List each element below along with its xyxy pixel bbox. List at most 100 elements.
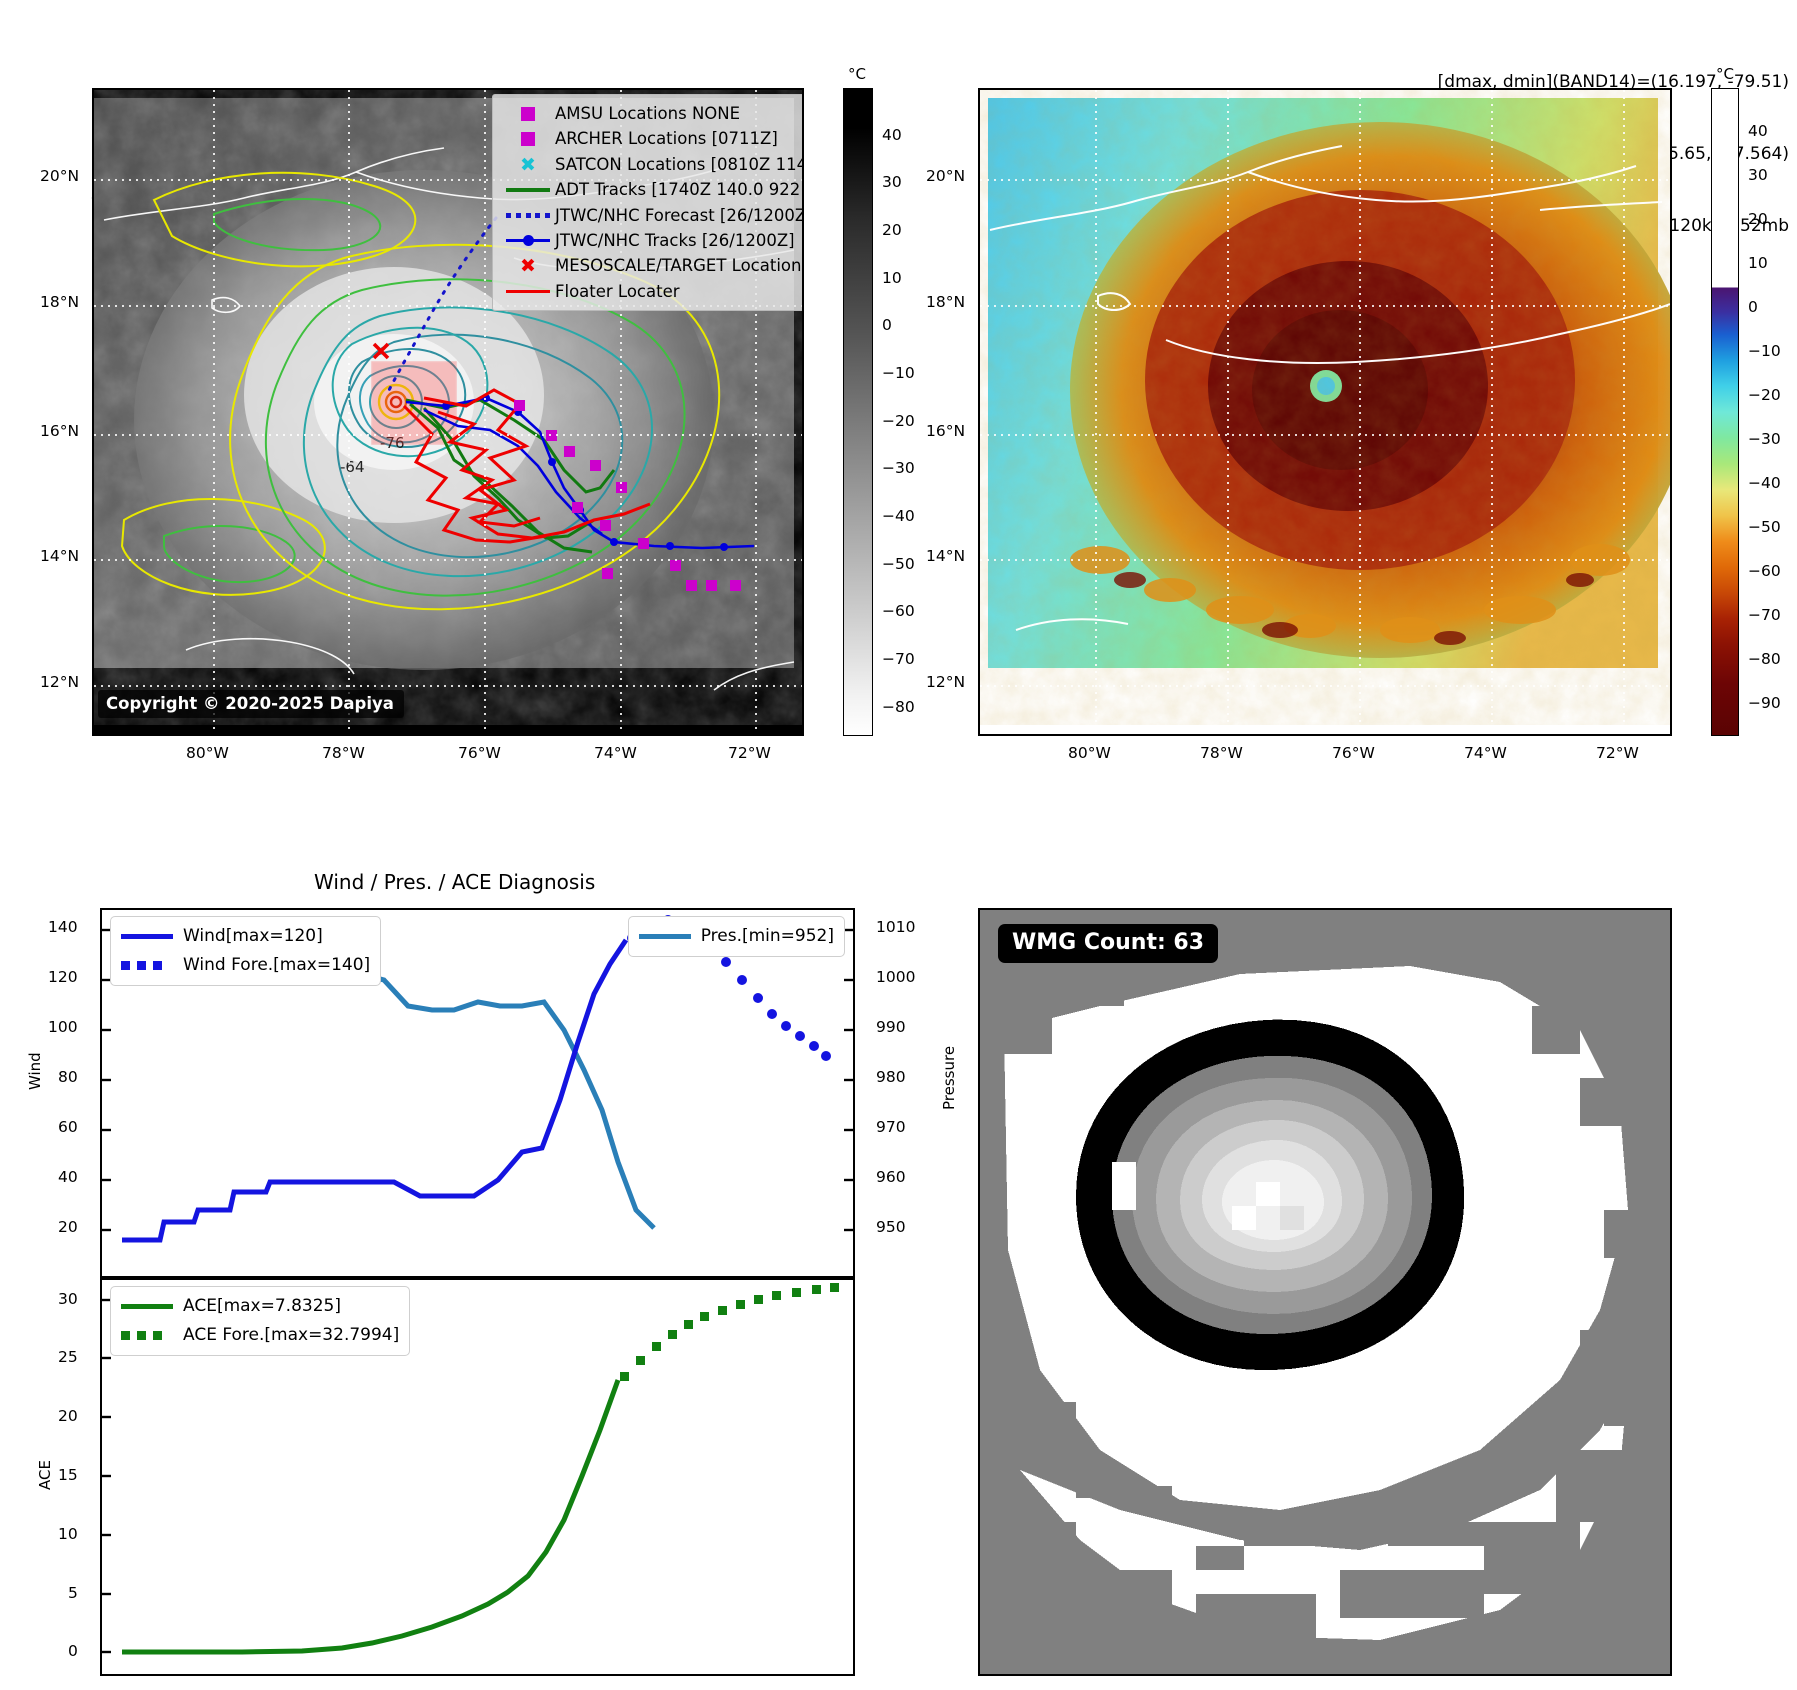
legend-item-wind-forecast[interactable]: Wind Fore.[max=140]	[121, 951, 370, 980]
magenta-square-icon	[501, 106, 555, 121]
ace-tick-label: 5	[68, 1584, 78, 1602]
legend-label: Wind Fore.[max=140]	[183, 955, 371, 975]
left-map-lon-tick: 74°W	[594, 744, 637, 762]
pressure-tick-label: 1010	[876, 918, 916, 936]
pressure-tick-label: 980	[876, 1068, 906, 1086]
cb-tick-label: 10	[882, 269, 902, 287]
legend-item-adt[interactable]: ADT Tracks [1740Z 140.0 922.9]	[501, 177, 804, 202]
wind-tick-label: 120	[48, 968, 78, 986]
right-colorbar-ticks: 40 30 20 10 0 −10 −20 −30 −40 −50 −60 −7…	[1739, 88, 1797, 736]
legend-label: ADT Tracks [1740Z 140.0 922.9]	[555, 180, 804, 200]
pressure-tick-label: 950	[876, 1218, 906, 1236]
cb-tick-label: 30	[1748, 166, 1768, 184]
map-gridlines	[980, 90, 1670, 734]
legend-label: JTWC/NHC Forecast [26/1200Z]	[555, 205, 804, 225]
axis-ticks	[102, 1298, 111, 1654]
legend-item-ace[interactable]: ACE[max=7.8325]	[121, 1292, 399, 1321]
blue-dotted-line-icon	[121, 961, 183, 970]
map-legend: AMSU Locations NONE ARCHER Locations [07…	[492, 94, 804, 312]
wind-tick-label: 140	[48, 918, 78, 936]
wmg-panel[interactable]: WMG Count: 63	[978, 908, 1672, 1676]
ace-chart[interactable]: ACE[max=7.8325] ACE Fore.[max=32.7994]	[100, 1278, 855, 1676]
right-colorbar	[1711, 88, 1739, 736]
lightblue-solid-line-icon	[638, 934, 701, 939]
ace-tick-label: 25	[58, 1348, 78, 1366]
green-dotted-line-icon	[121, 1331, 183, 1340]
cb-tick-label: −40	[882, 507, 915, 525]
left-colorbar-unit: °C	[848, 65, 866, 83]
legend-label: MESOSCALE/TARGET Location	[555, 256, 802, 276]
left-map-lat-tick: 12°N	[40, 673, 80, 691]
diagnosis-title: Wind / Pres. / ACE Diagnosis	[314, 870, 596, 894]
legend-item-tracks[interactable]: JTWC/NHC Tracks [26/1200Z]	[501, 228, 802, 253]
legend-item-wind[interactable]: Wind[max=120]	[121, 922, 370, 951]
cb-tick-label: −10	[882, 364, 915, 382]
cb-tick-label: 40	[882, 126, 902, 144]
left-map-lat-tick: 20°N	[40, 167, 80, 185]
right-map-lat-tick: 20°N	[926, 167, 966, 185]
left-map-lon-tick: 76°W	[458, 744, 501, 762]
wind-pressure-chart[interactable]: Wind[max=120] Wind Fore.[max=140] Pres.[…	[100, 908, 855, 1278]
wind-tick-label: 20	[58, 1218, 78, 1236]
map-gridlines	[94, 90, 802, 734]
ace-tick-label: 0	[68, 1642, 78, 1660]
wind-tick-label: 60	[58, 1118, 78, 1136]
blue-solid-line-icon	[121, 934, 183, 939]
ace-legend: ACE[max=7.8325] ACE Fore.[max=32.7994]	[110, 1286, 411, 1356]
wind-tick-label: 100	[48, 1018, 78, 1036]
cb-tick-label: 10	[1748, 254, 1768, 272]
ace-tick-label: 15	[58, 1466, 78, 1484]
legend-label: SATCON Locations [0810Z 114 953]	[555, 154, 804, 174]
cb-tick-label: −20	[882, 412, 915, 430]
right-map-lon-tick: 78°W	[1200, 744, 1243, 762]
left-map-lat-tick: 16°N	[40, 422, 80, 440]
left-colorbar-ticks: 40 30 20 10 0 −10 −20 −30 −40 −50 −60 −7…	[873, 88, 943, 736]
right-map-lat-tick: 14°N	[926, 547, 966, 565]
legend-item-mesoscale[interactable]: ✖ MESOSCALE/TARGET Location	[501, 253, 802, 278]
cb-tick-label: 30	[882, 173, 902, 191]
cb-tick-label: 0	[1748, 298, 1758, 316]
cb-tick-label: −10	[1748, 342, 1781, 360]
legend-item-satcon[interactable]: ✖ SATCON Locations [0810Z 114 953]	[501, 152, 804, 177]
legend-item-amsu[interactable]: AMSU Locations NONE	[501, 101, 802, 126]
right-satellite-map[interactable]	[978, 88, 1672, 736]
green-line-icon	[501, 188, 555, 192]
legend-label: JTWC/NHC Tracks [26/1200Z]	[555, 231, 795, 251]
left-map-lon-tick: 72°W	[728, 744, 771, 762]
cb-tick-label: −70	[882, 650, 915, 668]
legend-item-archer[interactable]: ARCHER Locations [0711Z]	[501, 126, 802, 151]
right-map-lat-tick: 18°N	[926, 293, 966, 311]
cb-tick-label: −40	[1748, 474, 1781, 492]
cb-tick-label: 20	[882, 221, 902, 239]
floater-locater	[402, 388, 651, 544]
legend-item-ace-forecast[interactable]: ACE Fore.[max=32.7994]	[121, 1321, 399, 1350]
svg-text:-64: -64	[340, 458, 365, 476]
right-map-lat-tick: 12°N	[926, 673, 966, 691]
cb-tick-label: −80	[882, 698, 915, 716]
left-satellite-map[interactable]: -76 -64	[92, 88, 804, 736]
cb-tick-label: 20	[1748, 210, 1768, 228]
wind-series	[122, 938, 629, 1243]
wind-axis-label: Wind	[26, 1052, 44, 1090]
pressure-tick-label: 990	[876, 1018, 906, 1036]
cb-tick-label: −50	[882, 555, 915, 573]
legend-item-pressure[interactable]: Pres.[min=952]	[638, 922, 834, 951]
right-map-lon-tick: 80°W	[1068, 744, 1111, 762]
legend-label: AMSU Locations NONE	[555, 104, 741, 123]
left-map-lon-tick: 78°W	[322, 744, 365, 762]
legend-item-floater[interactable]: Floater Locater	[501, 279, 802, 304]
ace-tick-label: 20	[58, 1407, 78, 1425]
left-map-lat-tick: 14°N	[40, 547, 80, 565]
pressure-tick-label: 970	[876, 1118, 906, 1136]
blue-line-dot-icon	[501, 235, 555, 247]
cb-tick-label: −30	[1748, 430, 1781, 448]
legend-label: Floater Locater	[555, 281, 680, 301]
ace-plot-area	[102, 1283, 839, 1655]
pressure-axis-label: Pressure	[940, 1045, 958, 1110]
cb-tick-label: −60	[882, 602, 915, 620]
cyan-x-icon: ✖	[520, 153, 536, 176]
legend-label: Wind[max=120]	[183, 926, 323, 946]
legend-item-forecast[interactable]: JTWC/NHC Forecast [26/1200Z]	[501, 203, 804, 228]
cb-tick-label: −80	[1748, 650, 1781, 668]
right-map-lon-tick: 74°W	[1464, 744, 1507, 762]
